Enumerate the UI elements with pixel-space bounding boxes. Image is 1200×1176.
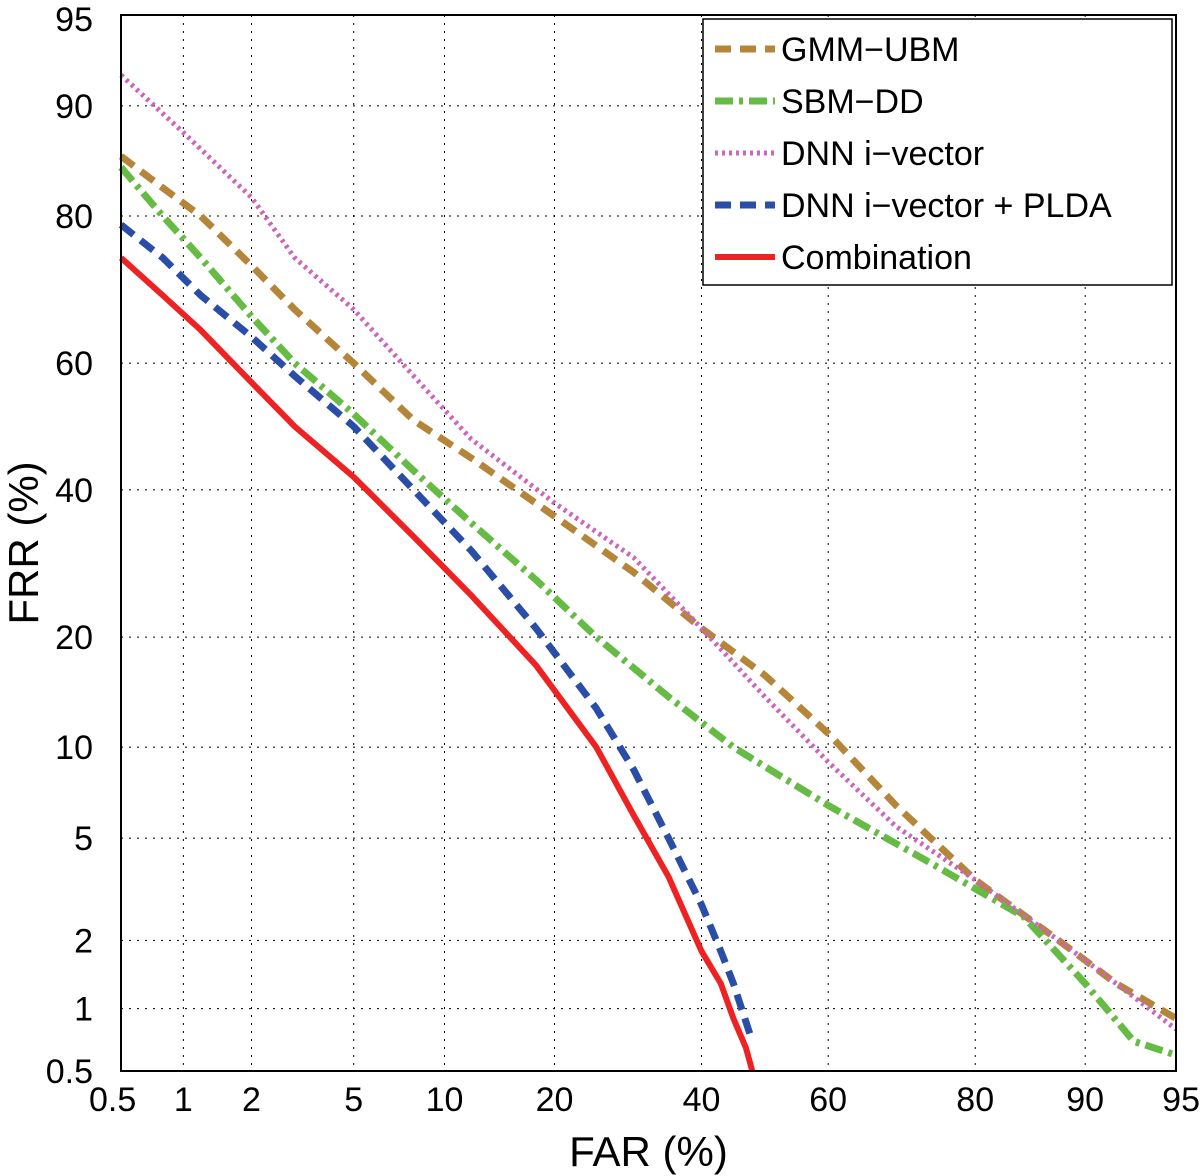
x-tick-label: 1	[174, 1081, 193, 1119]
y-tick-label: 95	[55, 1, 93, 39]
legend-label: Combination	[781, 239, 972, 277]
legend-box	[702, 18, 1173, 286]
x-tick-label: 2	[242, 1081, 261, 1119]
x-tick-label: 5	[344, 1081, 363, 1119]
y-tick-label: 40	[55, 472, 93, 510]
y-tick-label: 2	[74, 922, 93, 960]
y-tick-label: 0.5	[46, 1053, 93, 1091]
series-lines	[118, 73, 1178, 1072]
legend: GMM−UBM SBM−DD DNN i−vector DNN i−vector + …	[702, 18, 1173, 286]
x-tick-label: 60	[809, 1081, 847, 1119]
x-tick-label: 90	[1066, 1081, 1104, 1119]
y-tick-label: 1	[74, 991, 93, 1029]
legend-label: GMM−UBM	[781, 31, 960, 69]
y-tick-label: 10	[55, 729, 93, 767]
series-line-4	[118, 222, 756, 1043]
y-axis-title: FRR (%)	[0, 461, 47, 624]
legend-label: DNN i−vector + PLDA	[781, 187, 1112, 225]
legend-label: DNN i−vector	[781, 135, 984, 173]
series-line-3	[119, 73, 1178, 1032]
x-tick-label: 0.5	[89, 1081, 136, 1119]
y-tick-label: 80	[55, 198, 93, 236]
series-line-2	[118, 164, 1178, 1059]
legend-label: SBM−DD	[781, 83, 924, 121]
x-tick-labels: 0.5 1 2 5 10 20 40 60 80 90 95	[89, 1081, 1200, 1119]
series-line-5	[118, 255, 756, 1072]
x-axis-title: FAR (%)	[569, 1128, 728, 1175]
y-tick-label: 20	[55, 619, 93, 657]
x-tick-label: 20	[536, 1081, 574, 1119]
y-tick-labels: 0.5 1 2 5 10 20 40 60 80 90 95	[46, 1, 93, 1091]
x-tick-label: 80	[956, 1081, 994, 1119]
x-tick-label: 10	[426, 1081, 464, 1119]
x-tick-label: 95	[1162, 1081, 1200, 1119]
series-line-1	[118, 153, 1178, 1022]
y-tick-label: 90	[55, 88, 93, 126]
y-tick-label: 60	[55, 345, 93, 383]
plot-frame	[120, 14, 1177, 1072]
y-tick-label: 5	[74, 820, 93, 858]
x-tick-label: 40	[683, 1081, 721, 1119]
